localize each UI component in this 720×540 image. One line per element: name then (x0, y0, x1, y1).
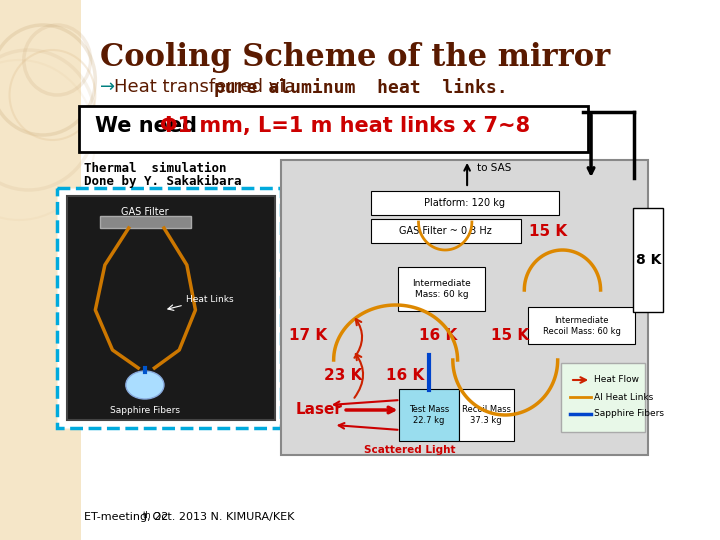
Text: Intermediate
Mass: 60 kg: Intermediate Mass: 60 kg (412, 279, 471, 299)
Text: We need: We need (95, 116, 204, 136)
FancyBboxPatch shape (371, 219, 521, 243)
Text: 15 K: 15 K (491, 327, 529, 342)
FancyBboxPatch shape (282, 160, 648, 455)
Text: 15 K: 15 K (529, 224, 567, 239)
Text: Al Heat Links: Al Heat Links (594, 393, 653, 402)
FancyBboxPatch shape (397, 267, 485, 311)
Text: GAS Filter ~ 0.3 Hz: GAS Filter ~ 0.3 Hz (399, 226, 492, 236)
Text: Φ1 mm, L=1 m heat links x 7~8: Φ1 mm, L=1 m heat links x 7~8 (160, 116, 530, 136)
Text: 16 K: 16 K (386, 368, 424, 382)
Text: →: → (100, 78, 121, 96)
Text: Heat Links: Heat Links (186, 295, 233, 305)
FancyBboxPatch shape (0, 0, 81, 540)
Text: Platform: 120 kg: Platform: 120 kg (424, 198, 505, 208)
FancyBboxPatch shape (528, 307, 635, 344)
FancyBboxPatch shape (57, 188, 282, 428)
Text: GAS Filter: GAS Filter (121, 207, 168, 217)
FancyBboxPatch shape (561, 363, 645, 432)
Text: Intermediate
Recoil Mass: 60 kg: Intermediate Recoil Mass: 60 kg (543, 316, 621, 336)
FancyBboxPatch shape (67, 196, 274, 420)
Ellipse shape (126, 371, 164, 399)
Text: Cooling Scheme of the mirror: Cooling Scheme of the mirror (100, 42, 611, 73)
Text: Done by Y. Sakakibara: Done by Y. Sakakibara (84, 175, 241, 188)
FancyBboxPatch shape (633, 208, 664, 312)
Text: Sapphire Fibers: Sapphire Fibers (594, 409, 664, 418)
Text: Recoil Mass
37.3 kg: Recoil Mass 37.3 kg (462, 406, 510, 424)
FancyBboxPatch shape (371, 191, 559, 215)
Text: Laser: Laser (295, 402, 343, 417)
Text: pure aluminum  heat  links.: pure aluminum heat links. (215, 78, 508, 97)
Text: Oct. 2013 N. KIMURA/KEK: Oct. 2013 N. KIMURA/KEK (149, 512, 294, 522)
FancyBboxPatch shape (0, 0, 686, 540)
FancyBboxPatch shape (400, 389, 459, 441)
Text: 17 K: 17 K (289, 327, 327, 342)
Text: Thermal  simulation: Thermal simulation (84, 162, 226, 175)
Text: 23 K: 23 K (324, 368, 362, 382)
Text: Sapphire Fibers: Sapphire Fibers (110, 406, 180, 415)
FancyBboxPatch shape (459, 389, 514, 441)
Text: Scattered Light: Scattered Light (364, 445, 456, 455)
Text: Heat transferred via: Heat transferred via (114, 78, 302, 96)
Text: ET-meeting, 22: ET-meeting, 22 (84, 512, 168, 522)
Text: th: th (143, 511, 152, 520)
Text: to SAS: to SAS (477, 163, 511, 173)
FancyBboxPatch shape (79, 106, 588, 152)
Text: 16 K: 16 K (420, 327, 458, 342)
Text: Test Mass
22.7 kg: Test Mass 22.7 kg (409, 406, 449, 424)
Text: 8 K: 8 K (636, 253, 661, 267)
Text: Heat Flow: Heat Flow (594, 375, 639, 384)
FancyBboxPatch shape (100, 216, 191, 228)
